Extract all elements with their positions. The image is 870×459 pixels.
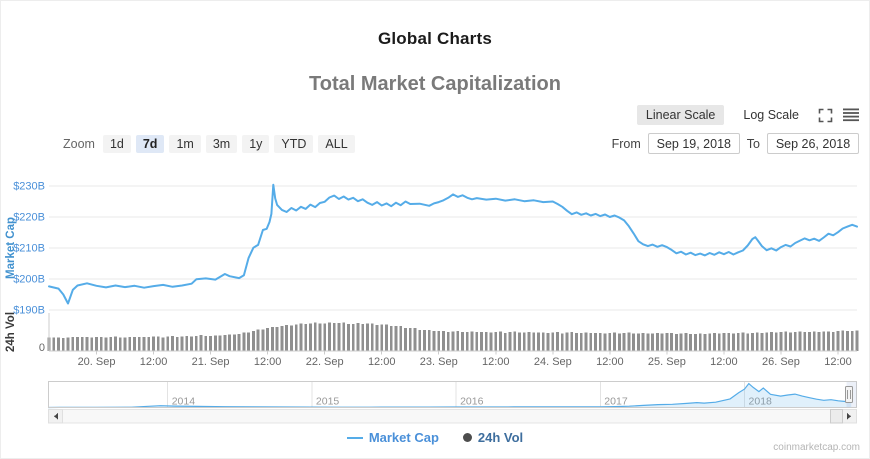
navigator-year-label: 2014 (172, 396, 196, 408)
x-tick-label: 26. Sep (762, 356, 800, 368)
from-label: From (611, 136, 641, 151)
market-cap-axis-title: Market Cap (5, 217, 17, 279)
chart-legend: Market Cap 24h Vol (1, 430, 869, 445)
to-label: To (746, 136, 760, 151)
navigator-handle[interactable] (845, 386, 853, 403)
log-scale-button[interactable]: Log Scale (743, 108, 799, 122)
zoom-option-1d[interactable]: 1d (102, 134, 131, 153)
legend-line-marker (346, 436, 363, 439)
x-tick-label: 20. Sep (78, 356, 116, 368)
hamburger-menu-icon[interactable] (843, 108, 859, 122)
scrollbar-right-arrow-icon (847, 413, 851, 420)
navigator-year-label: 2016 (460, 396, 484, 408)
linear-scale-button[interactable]: Linear Scale (636, 105, 725, 125)
y-tick-label: $200B (13, 274, 45, 286)
to-date-input[interactable] (767, 133, 859, 154)
x-tick-label: 24. Sep (534, 356, 572, 368)
chart-title: Total Market Capitalization (309, 73, 561, 95)
from-date-input[interactable] (647, 133, 740, 154)
x-tick-label: 25. Sep (648, 356, 686, 368)
x-tick-label: 12:00 (140, 356, 168, 368)
volume-bars (47, 322, 859, 351)
page-title: Global Charts (377, 29, 493, 48)
legend-circle-marker (462, 433, 472, 442)
market-cap-chart[interactable]: $230B $220B $210B $200B $190B Market Cap 24h V… (1, 161, 870, 427)
zoom-option-1m[interactable]: 1m (169, 134, 201, 153)
volume-axis-title: 24h Vol (5, 312, 17, 352)
x-tick-label: 12:00 (368, 356, 396, 368)
navigator-year-label: 2018 (749, 396, 773, 408)
navigator-year-label: 2017 (604, 396, 628, 408)
date-range-group: From To (612, 133, 859, 154)
navigator[interactable]: 2014 2015 2016 2017 2018 (47, 381, 857, 409)
legend-item-market-cap[interactable]: Market Cap (346, 430, 439, 445)
price-grid (49, 185, 857, 311)
scale-toggle-row: Linear Scale Log Scale (636, 105, 859, 125)
zoom-option-1y[interactable]: 1y (242, 134, 270, 153)
y-axis-labels: $230B $220B $210B $200B $190B (13, 181, 45, 317)
scrollbar-left-arrow-icon (54, 413, 58, 420)
zoom-option-3m[interactable]: 3m (205, 134, 238, 153)
scrollbar-thumb[interactable] (830, 409, 843, 424)
legend-label: 24h Vol (477, 430, 524, 445)
zoom-range-selector: Zoom 1d 7d 1m 3m 1y YTD ALL (63, 134, 355, 153)
market-cap-line (48, 183, 858, 305)
y-tick-label: $190B (13, 305, 45, 317)
x-tick-label: 12:00 (482, 356, 510, 368)
zoom-option-all[interactable]: ALL (318, 134, 355, 153)
scrollbar[interactable] (48, 409, 857, 424)
x-tick-label: 23. Sep (420, 356, 458, 368)
navigator-year-label: 2015 (316, 396, 340, 408)
volume-zero-label: 0 (39, 342, 45, 354)
x-axis-labels: 20. Sep 12:00 21. Sep 12:00 22. Sep 12:00 23. … (78, 351, 852, 368)
y-tick-label: $210B (13, 243, 45, 255)
navigator-area (48, 383, 852, 408)
x-tick-label: 22. Sep (306, 356, 344, 368)
x-tick-label: 12:00 (824, 356, 852, 368)
y-tick-label: $230B (13, 181, 45, 193)
x-tick-label: 12:00 (710, 356, 738, 368)
legend-label: Market Cap (368, 430, 439, 445)
zoom-option-ytd[interactable]: YTD (274, 134, 314, 153)
scrollbar-track[interactable] (48, 409, 857, 424)
y-tick-label: $220B (13, 212, 45, 224)
fullscreen-icon[interactable] (818, 108, 833, 123)
x-tick-label: 21. Sep (192, 356, 230, 368)
zoom-option-7d[interactable]: 7d (135, 134, 165, 153)
x-tick-label: 12:00 (254, 356, 282, 368)
zoom-label: Zoom (63, 136, 95, 151)
legend-item-24h-vol[interactable]: 24h Vol (462, 430, 524, 445)
credits-link[interactable]: coinmarketcap.com (773, 442, 860, 453)
navigator-line (47, 382, 852, 409)
x-tick-label: 12:00 (596, 356, 624, 368)
